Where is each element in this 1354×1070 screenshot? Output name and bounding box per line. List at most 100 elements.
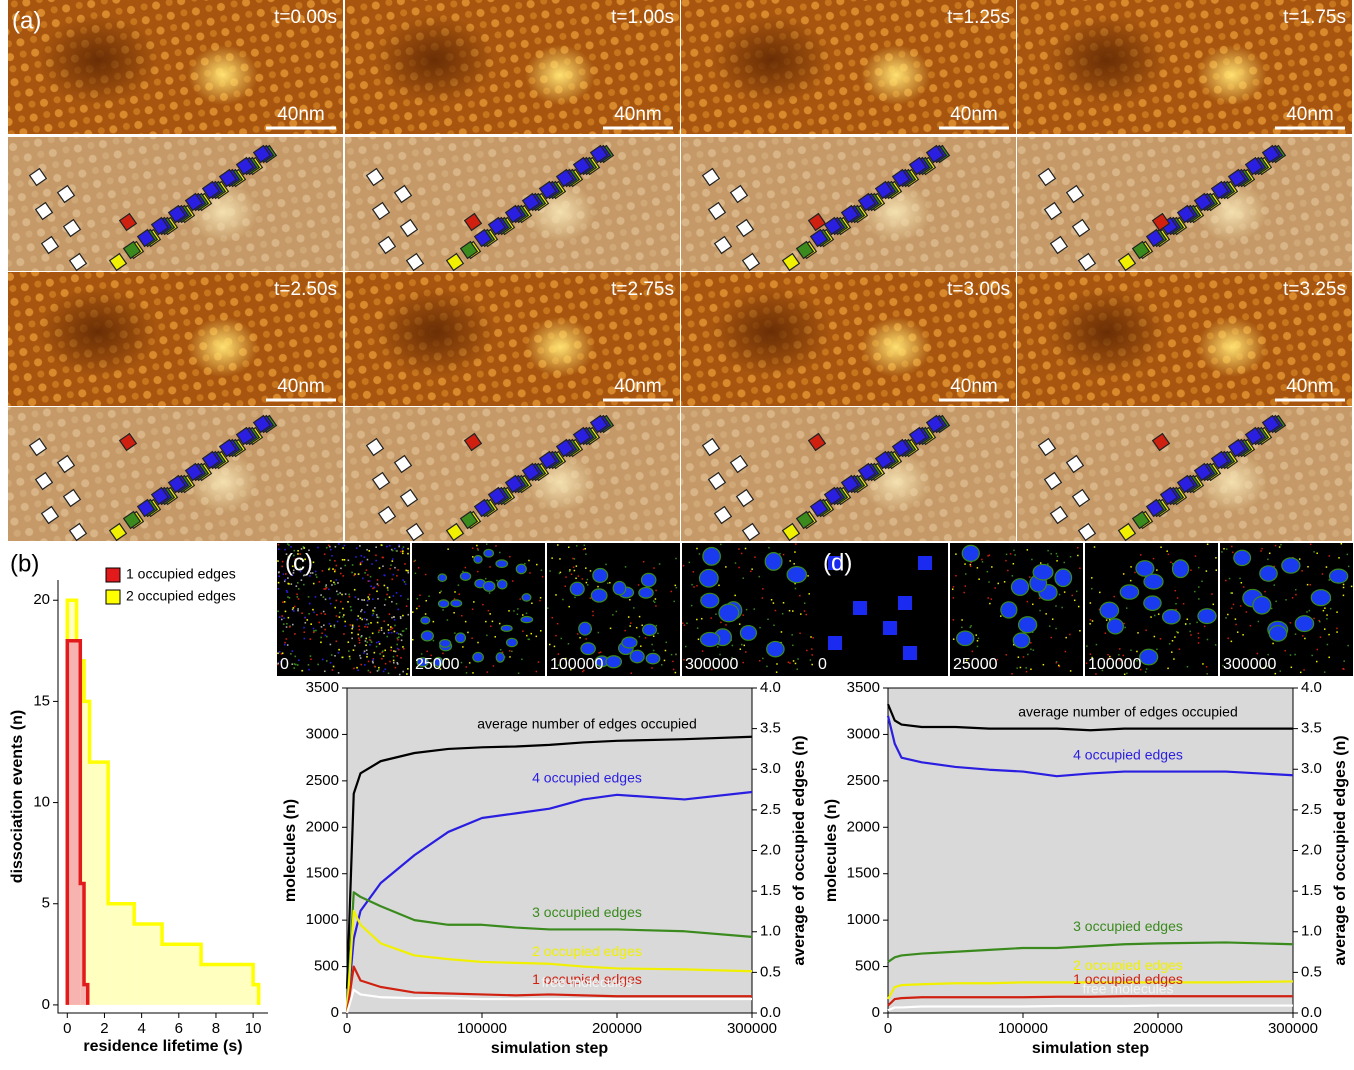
noise-dot — [1343, 660, 1345, 662]
noise-dot — [794, 551, 796, 553]
noise-dot — [1182, 602, 1185, 605]
molecule-square — [1176, 474, 1196, 494]
noise-dot — [570, 668, 572, 671]
noise-dot — [387, 632, 390, 634]
noise-dot — [1328, 656, 1330, 659]
noise-dot — [366, 599, 369, 602]
y-tick-label: 2000 — [847, 818, 880, 835]
molecule-square — [809, 228, 829, 248]
noise-dot — [1267, 653, 1269, 656]
noise-dot — [1242, 634, 1244, 636]
noise-dot — [285, 638, 288, 640]
noise-dot — [383, 620, 385, 623]
overlay-image — [681, 407, 1016, 541]
noise-dot — [674, 671, 677, 674]
noise-dot — [1091, 656, 1093, 659]
noise-dot — [335, 590, 338, 593]
noise-dot — [387, 624, 390, 626]
cluster — [1252, 595, 1272, 615]
x-tick-label: 0 — [343, 1020, 351, 1037]
series-line — [345, 965, 752, 1014]
noise-dot — [367, 574, 369, 576]
overlay-image — [681, 137, 1016, 271]
noise-dot — [281, 652, 284, 655]
noise-dot — [454, 632, 456, 634]
noise-dot — [807, 575, 809, 577]
noise-dot — [489, 613, 491, 615]
noise-dot — [568, 605, 570, 608]
cluster — [961, 544, 980, 562]
molecule-square — [701, 437, 721, 457]
molecule-square — [538, 180, 558, 200]
molecule-square — [572, 426, 592, 446]
y2-tick-label: 3.0 — [1301, 760, 1322, 777]
overlay-image — [345, 407, 680, 541]
noise-dot — [1071, 594, 1073, 597]
noise-dot — [397, 608, 400, 611]
noise-dot — [357, 669, 359, 672]
y-tick-label: 10 — [33, 794, 50, 811]
noise-dot — [388, 613, 391, 616]
noise-dot — [539, 599, 541, 602]
noise-dot — [395, 602, 398, 605]
noise-dot — [1005, 559, 1007, 562]
noise-dot — [391, 578, 394, 581]
noise-dot — [293, 549, 296, 552]
noise-dot — [400, 550, 402, 553]
noise-dot — [340, 567, 342, 570]
cluster — [718, 603, 740, 623]
noise-dot — [482, 603, 484, 606]
cluster — [483, 548, 495, 558]
molecule-square — [504, 474, 524, 494]
noise-dot — [368, 636, 371, 639]
noise-dot — [744, 547, 747, 550]
molecule-square — [741, 252, 761, 272]
noise-dot — [390, 631, 393, 634]
noise-dot — [398, 673, 401, 676]
molecule-square — [795, 240, 815, 260]
noise-dot — [344, 593, 347, 595]
noise-dot — [1240, 581, 1243, 584]
noise-dot — [609, 581, 611, 584]
plot-background — [346, 687, 753, 1014]
molecule-square — [1071, 218, 1091, 238]
noise-dot — [1038, 597, 1041, 600]
noise-dot — [1186, 665, 1189, 668]
noise-dot — [996, 658, 999, 661]
noise-dot — [1329, 607, 1332, 610]
noise-dot — [1030, 648, 1032, 650]
afm-dark — [375, 15, 495, 105]
noise-dot — [1301, 570, 1303, 572]
noise-dot — [1194, 555, 1197, 557]
noise-dot — [1039, 609, 1041, 612]
noise-dot — [368, 593, 371, 596]
noise-dot — [365, 644, 367, 647]
noise-dot — [806, 649, 808, 652]
noise-dot — [988, 581, 990, 583]
noise-dot — [365, 569, 368, 571]
noise-dot — [287, 577, 289, 579]
noise-dot — [1201, 580, 1203, 583]
noise-dot — [332, 665, 335, 668]
noise-dot — [981, 558, 983, 561]
panel-label: (a) — [12, 7, 41, 34]
noise-dot — [304, 558, 306, 561]
noise-dot — [414, 559, 416, 562]
noise-dot — [579, 636, 581, 639]
noise-dot — [351, 627, 353, 630]
noise-dot — [655, 605, 657, 607]
noise-dot — [1260, 550, 1262, 552]
noise-dot — [696, 547, 698, 550]
noise-dot — [363, 556, 366, 558]
y2-tick-label: 0.0 — [1301, 1004, 1322, 1021]
y2-tick-label: 2.5 — [1301, 801, 1322, 818]
cluster — [437, 573, 448, 583]
noise-dot — [1055, 661, 1058, 663]
molecule-square — [473, 228, 493, 248]
x-axis-label: residence lifetime (s) — [83, 1038, 242, 1055]
histogram-bar — [84, 701, 90, 1005]
y2-tick-label: 1.0 — [760, 923, 781, 940]
noise-dot — [1079, 567, 1081, 569]
noise-dot — [1196, 621, 1198, 624]
molecule-square — [874, 180, 894, 200]
